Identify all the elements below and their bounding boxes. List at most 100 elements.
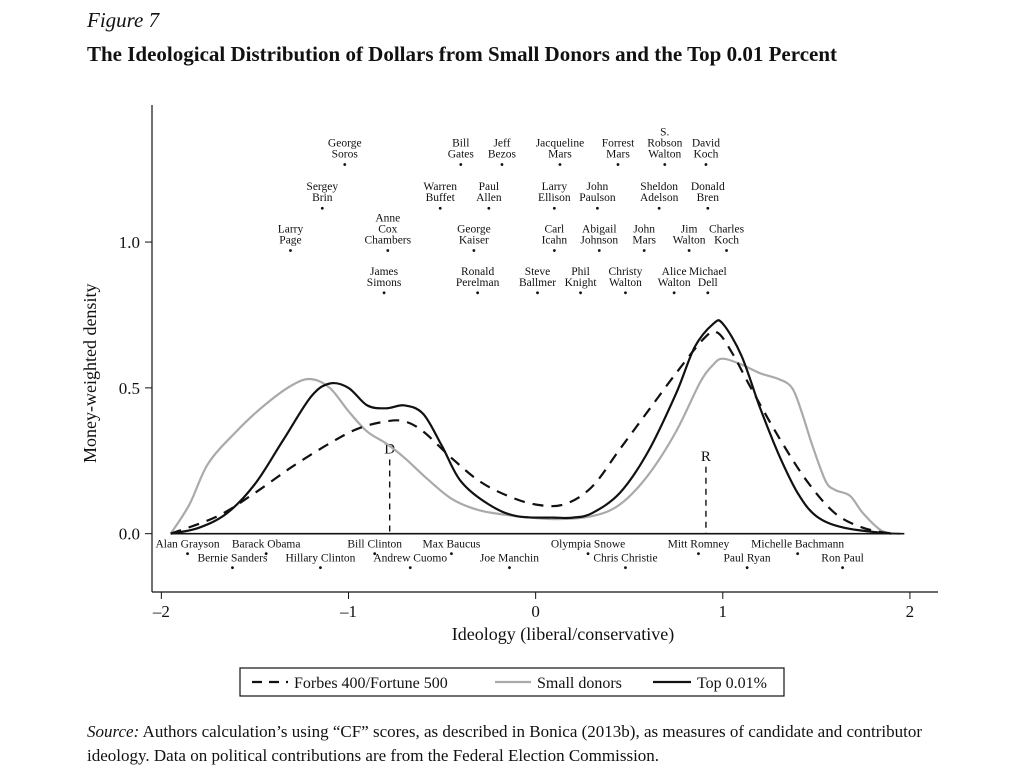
donor-name-label: Icahn xyxy=(542,235,568,247)
donor-dot xyxy=(438,206,442,210)
candidate-dot xyxy=(319,566,322,570)
donor-dot xyxy=(320,206,324,210)
donor-name-label: David xyxy=(692,137,720,149)
donor-name-label: Steve xyxy=(525,266,551,278)
candidate-dot xyxy=(841,566,844,570)
candidate-name-label: Max Baucus xyxy=(423,539,481,551)
donor-name-label: Johnson xyxy=(580,235,618,247)
party-marker-label: D xyxy=(384,441,395,457)
donor-name-label: Page xyxy=(279,235,301,247)
donor-name-label: Mars xyxy=(632,235,656,247)
donor-dot xyxy=(706,291,710,295)
donor-name-label: Michael xyxy=(689,266,727,278)
x-tick-label: 1 xyxy=(719,602,728,621)
legend-label: Small donors xyxy=(537,675,622,692)
donor-name-label: Mars xyxy=(606,148,630,160)
donor-dot xyxy=(616,163,620,166)
donor-dot xyxy=(476,291,480,295)
candidate-name-label: Joe Manchin xyxy=(480,553,539,565)
donor-dot xyxy=(386,249,390,252)
candidate-name-label: Chris Christie xyxy=(593,553,657,565)
donor-name-label: Soros xyxy=(332,148,359,160)
donor-dot xyxy=(624,291,627,295)
x-tick-label: –2 xyxy=(152,602,170,621)
donor-name-label: James xyxy=(370,266,399,278)
donor-dot xyxy=(343,163,347,166)
candidate-dot xyxy=(450,552,453,556)
donor-dot xyxy=(459,163,463,166)
candidate-dot xyxy=(796,552,800,556)
y-tick-label: 0.5 xyxy=(119,379,140,398)
y-tick-label: 1.0 xyxy=(119,233,140,252)
x-tick-label: –1 xyxy=(339,602,357,621)
donor-name-label: Adelson xyxy=(640,192,679,204)
donor-dot xyxy=(500,163,504,166)
donor-dot xyxy=(687,249,691,252)
candidate-dot xyxy=(373,552,377,556)
donor-dot xyxy=(558,163,562,166)
donor-name-label: Abigail xyxy=(582,224,617,236)
candidate-name-label: Michelle Bachmann xyxy=(751,539,844,551)
donor-name-label: Larry xyxy=(278,224,304,236)
donor-name-label: Paulson xyxy=(579,192,616,204)
donor-name-label: Bezos xyxy=(488,148,517,160)
donor-name-label: Walton xyxy=(648,148,681,160)
donor-dot xyxy=(597,249,601,252)
legend-label: Forbes 400/Fortune 500 xyxy=(294,675,448,692)
donor-name-label: George xyxy=(457,224,491,236)
x-tick-label: 2 xyxy=(906,602,915,621)
donor-name-label: Buffet xyxy=(426,192,456,204)
donor-dot xyxy=(596,206,599,210)
donor-name-label: Ellison xyxy=(538,192,571,204)
donor-name-label: Warren xyxy=(423,181,457,193)
donor-name-label: Knight xyxy=(565,277,598,289)
candidate-dot xyxy=(186,552,189,556)
candidate-name-label: Alan Grayson xyxy=(155,539,219,551)
series-line-small-donors xyxy=(169,357,901,535)
series-line-forbes-400-fortune-500 xyxy=(170,330,892,535)
candidate-name-label: Mitt Romney xyxy=(668,539,730,551)
donor-name-label: S. xyxy=(660,126,669,138)
donor-name-label: Phil xyxy=(571,266,590,278)
candidate-name-label: Barack Obama xyxy=(232,539,301,551)
candidate-name-label: Paul Ryan xyxy=(724,553,771,565)
donor-name-label: Ronald xyxy=(461,266,494,278)
figure-label: Figure 7 xyxy=(87,8,160,32)
donor-name-label: John xyxy=(633,224,655,236)
donor-dot xyxy=(552,249,556,252)
candidate-dot xyxy=(624,566,627,570)
x-axis-label: Ideology (liberal/conservative) xyxy=(452,624,674,645)
donor-name-label: Bren xyxy=(697,192,720,204)
donor-dot xyxy=(725,249,728,252)
donor-name-label: Walton xyxy=(609,277,642,289)
candidate-dot xyxy=(745,566,749,570)
candidate-dot xyxy=(264,552,268,556)
donor-dot xyxy=(487,206,491,210)
donor-dot xyxy=(672,291,676,295)
donor-name-label: John xyxy=(587,181,609,193)
donor-name-label: Jeff xyxy=(493,137,510,149)
donor-dot xyxy=(382,291,386,295)
donor-name-label: Sergey xyxy=(306,181,338,193)
donor-dot xyxy=(579,291,582,295)
donor-name-label: Walton xyxy=(673,235,706,247)
candidate-name-label: Bill Clinton xyxy=(347,539,402,551)
candidate-dot xyxy=(231,566,234,570)
y-tick-label: 0.0 xyxy=(119,525,140,544)
donor-name-label: Larry xyxy=(542,181,568,193)
donor-name-label: Alice xyxy=(662,266,687,278)
donor-name-label: George xyxy=(328,137,362,149)
donor-name-label: Anne xyxy=(375,213,400,225)
source-label: Source: xyxy=(87,722,140,741)
donor-name-label: Mars xyxy=(548,148,572,160)
donor-name-label: Paul xyxy=(479,181,499,193)
donor-name-label: Koch xyxy=(693,148,718,160)
candidate-name-label: Bernie Sanders xyxy=(197,553,267,565)
donor-dot xyxy=(706,206,710,210)
candidate-name-label: Andrew Cuomo xyxy=(373,553,447,565)
candidate-dot xyxy=(586,552,590,556)
donor-dot xyxy=(642,249,646,252)
donor-name-label: Donald xyxy=(691,181,725,193)
x-tick-label: 0 xyxy=(531,602,540,621)
